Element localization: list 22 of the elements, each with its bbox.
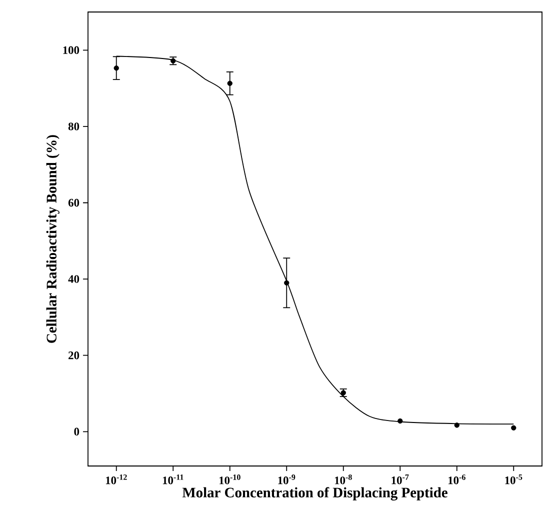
- x-axis-title: Molar Concentration of Displacing Peptide: [182, 487, 448, 500]
- y-tick-label: 40: [68, 275, 80, 283]
- y-tick-label: 80: [68, 122, 80, 130]
- point: [284, 280, 290, 286]
- x-tick-label: 10$^{-9}$: [278, 474, 296, 484]
- x-tick-label: 10$^{-7}$: [392, 474, 409, 484]
- x-tick-label: 10$^{-10}$: [219, 474, 240, 484]
- x-tick-label: 10$^{-8}$: [334, 474, 352, 484]
- point: [227, 80, 232, 86]
- y-tick-label: 20: [68, 352, 80, 360]
- y-tick-label: 60: [68, 198, 80, 207]
- x-tick-label: 10$^{-11}$: [162, 474, 184, 484]
- y-tick-label: 100: [63, 46, 80, 54]
- point: [114, 65, 119, 71]
- x-tick-label: 10$^{-12}$: [106, 474, 127, 484]
- y-axis-title: Cellular Radioactivity Bound (%): [46, 135, 60, 343]
- point: [398, 418, 403, 424]
- point: [454, 422, 460, 428]
- x-tick-label: 10$^{-5}$: [505, 474, 522, 484]
- x-tick-label: 10$^{-6}$: [448, 474, 466, 484]
- y-tick-label: 0: [74, 428, 80, 436]
- point: [511, 425, 516, 430]
